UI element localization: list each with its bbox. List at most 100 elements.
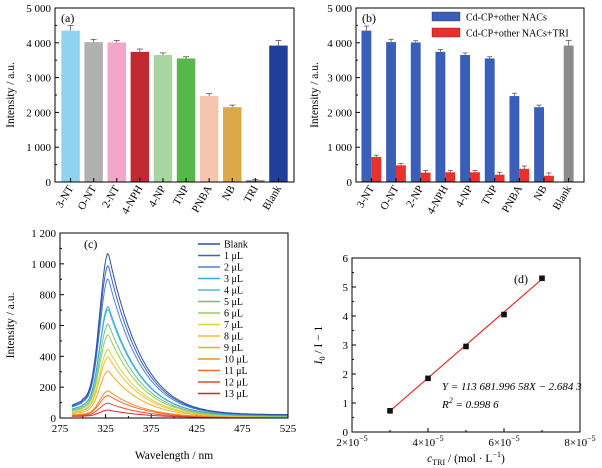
legend-label: Cd-CP+other NACs: [466, 13, 547, 24]
bar-4-np-series-2: [470, 172, 480, 182]
x-tick-label: O-NT: [378, 183, 402, 212]
bar-o-nt-series-1: [386, 42, 396, 182]
legend-label: 4 μL: [224, 286, 243, 297]
y-tick-label: 600: [40, 321, 57, 333]
y-tick-label: 2: [343, 369, 349, 381]
y-tick-label: 1 000: [327, 142, 352, 154]
plot-frame-d: [351, 257, 581, 433]
panel-label: (a): [61, 11, 74, 25]
plot-frame-b: [355, 7, 585, 183]
x-tick-label: 425: [189, 423, 206, 435]
x-tick-label: 4×10−5: [412, 434, 443, 449]
bar-4-np: [153, 54, 173, 183]
legend-label: 6 μL: [224, 309, 243, 320]
x-tick-label: 4-NP: [454, 184, 476, 210]
panel-c-spectra-chart: 0 200 400 600 800 1 000 1 200 275 325 375 425 475 52…: [5, 228, 297, 462]
data-point: [425, 375, 431, 382]
y-tick-label: 0: [46, 177, 52, 189]
y-tick-label: 5: [343, 282, 349, 294]
y-tick-label: 3 000: [327, 73, 352, 85]
x-tick-label: 475: [234, 423, 251, 435]
x-tick-label: Blank: [551, 183, 575, 212]
legend-label: 11 μL: [224, 366, 248, 377]
legend-label: 9 μL: [224, 343, 243, 354]
y-tick-label: 5 000: [327, 3, 352, 15]
x-tick-label: 375: [143, 423, 160, 435]
y-tick-label: 200: [40, 382, 57, 394]
x-tick-label: 325: [97, 423, 114, 435]
bar-3-nt-series-2: [371, 156, 382, 182]
y-axis-title: I0 / I − 1: [313, 325, 327, 365]
data-point: [501, 311, 507, 318]
bar-4-nph-series-1: [435, 51, 446, 183]
y-tick-label: 4 000: [327, 38, 352, 50]
spectrum-line: [71, 278, 289, 416]
x-axis-title: cTRI / (mol · L−1): [427, 450, 505, 467]
y-tick-label: 0: [343, 427, 349, 439]
legend-label: Blank: [224, 240, 248, 251]
bar-o-nt-series-2: [396, 165, 406, 182]
y-tick-label: 1: [343, 398, 349, 410]
bar-2-nt: [107, 42, 126, 183]
bar-blank: [563, 45, 574, 182]
bar-4-nph: [130, 51, 150, 183]
y-tick-label: 400: [40, 351, 57, 363]
legend-label: 5 μL: [224, 297, 243, 308]
y-tick-label: 0: [347, 177, 353, 189]
x-tick-label: TNP: [479, 183, 500, 207]
panel-label: (b): [362, 11, 376, 25]
bar-tnp-series-2: [494, 174, 505, 182]
x-tick-label: TRI: [242, 183, 261, 205]
bar-nb-series-2: [544, 175, 554, 182]
legend-label: 7 μL: [224, 320, 243, 331]
x-tick-label: 2×10−5: [336, 434, 367, 449]
y-tick-label: 3: [343, 340, 349, 352]
x-tick-label: 4-NPH: [425, 183, 451, 216]
y-axis-title: Intensity / a.u.: [309, 62, 321, 128]
panel-label: (c): [84, 237, 97, 251]
x-tick-label: 8×10−5: [564, 434, 595, 449]
y-tick-label: 5 000: [26, 3, 51, 15]
data-point: [387, 408, 393, 414]
x-tick-label: TNP: [171, 184, 192, 208]
panel-label: (d): [514, 272, 528, 286]
x-axis-title: Wavelength / nm: [135, 450, 213, 462]
y-tick-label: 4 000: [26, 38, 51, 50]
legend-label: 8 μL: [224, 332, 243, 343]
plot-frame-a: [54, 7, 295, 183]
legend-label: Cd-CP+other NACs+TRI: [466, 29, 569, 40]
legend-label: 3 μL: [224, 274, 243, 285]
x-tick-label: PNBA: [190, 183, 215, 214]
legend-label: 10 μL: [224, 355, 248, 366]
plot-frame-c: [59, 232, 289, 419]
y-tick-label: 1 000: [31, 259, 56, 271]
x-tick-label: 2-NT: [100, 183, 122, 210]
y-tick-label: 3 000: [26, 73, 51, 85]
x-tick-label: 3-NT: [355, 183, 377, 210]
bar-3-nt: [61, 30, 80, 183]
data-point: [463, 343, 469, 350]
bar-tnp: [176, 58, 196, 182]
bar-pnba-series-1: [509, 96, 520, 182]
bar-o-nt: [84, 42, 103, 182]
bar-2-np-series-1: [410, 42, 421, 183]
y-tick-label: 1 000: [26, 142, 51, 154]
y-tick-label: 4: [343, 311, 349, 323]
bar-4-np-series-1: [460, 54, 470, 183]
x-tick-label: NB: [532, 184, 550, 203]
bar-pnba-series-2: [519, 168, 530, 182]
legend-label: 1 μL: [224, 251, 243, 262]
legend-label: 12 μL: [224, 378, 248, 389]
x-tick-label: PNBA: [500, 183, 525, 214]
legend-swatch: [431, 11, 461, 22]
bar-tnp-series-1: [484, 58, 495, 182]
x-tick-label: 4-NP: [147, 184, 169, 210]
y-axis-title: Intensity / a.u.: [5, 292, 17, 358]
spectrum-line: [71, 252, 288, 416]
bar-2-np-series-2: [420, 172, 431, 182]
x-tick-label: 4-NPH: [119, 183, 145, 216]
y-axis-title: Intensity / a.u.: [5, 62, 17, 128]
legend-label: 2 μL: [224, 263, 243, 274]
x-tick-label: 525: [280, 423, 297, 435]
